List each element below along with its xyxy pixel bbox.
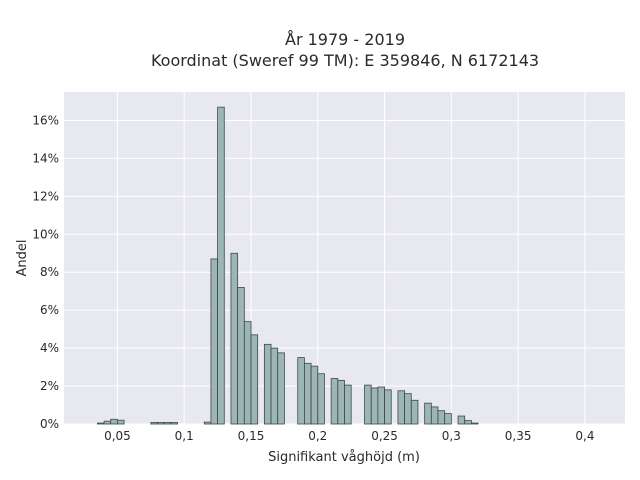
histogram-bar — [117, 419, 125, 425]
histogram-bar — [210, 258, 219, 425]
x-tick-label: 0,05 — [104, 429, 131, 443]
histogram-bar — [304, 362, 312, 425]
histogram-bar — [157, 422, 165, 425]
histogram-bar — [96, 422, 105, 425]
x-tick-label: 0,3 — [442, 429, 461, 443]
y-tick-label: 0% — [40, 417, 59, 431]
histogram-bar — [103, 420, 112, 425]
chart-title: År 1979 - 2019 — [285, 30, 405, 49]
histogram-bar — [337, 379, 345, 425]
histogram-bar — [370, 387, 379, 425]
histogram-bar — [230, 252, 239, 425]
y-tick-label: 16% — [32, 113, 59, 127]
x-tick-label: 0,4 — [575, 429, 594, 443]
histogram-bar — [263, 343, 272, 425]
histogram-bar — [464, 420, 472, 425]
histogram-bar — [243, 321, 252, 425]
histogram-bar — [344, 384, 352, 425]
histogram-bar — [404, 393, 412, 425]
histogram-bar — [250, 334, 259, 425]
grid-lines — [64, 92, 625, 425]
histogram-bar — [237, 287, 245, 425]
histogram-bar — [170, 422, 178, 425]
histogram-bar — [317, 373, 325, 425]
x-axis-label: Signifikant våghöjd (m) — [268, 450, 420, 465]
histogram-bar — [110, 418, 118, 425]
histogram-bar — [410, 399, 419, 425]
histogram-bar — [163, 422, 172, 425]
histogram-bar — [384, 389, 392, 425]
histogram-bar — [203, 421, 212, 425]
y-axis-label: Andel — [15, 240, 30, 277]
y-tick-label: 12% — [32, 189, 59, 203]
y-tick-label: 6% — [40, 303, 59, 317]
histogram-bar — [444, 413, 452, 425]
histogram-bar — [330, 378, 339, 425]
histogram-bar — [424, 402, 432, 425]
histogram-bar — [150, 422, 158, 425]
y-tick-label: 10% — [32, 227, 59, 241]
histogram-bar — [310, 365, 319, 425]
y-axis-ticks: 0% 2% 4% 6% 8% 10% 12% 14% 16% — [32, 113, 59, 431]
chart-subtitle: Koordinat (Sweref 99 TM): E 359846, N 61… — [151, 51, 539, 70]
histogram-bar — [364, 384, 372, 425]
y-tick-label: 2% — [40, 379, 59, 393]
histogram-bar — [217, 106, 225, 425]
plot-area — [64, 92, 625, 424]
x-tick-label: 0,2 — [308, 429, 327, 443]
histogram-bar — [437, 410, 446, 425]
histogram-bar — [297, 357, 305, 425]
histogram-bar — [397, 390, 406, 425]
histogram-bar — [377, 386, 385, 425]
y-tick-label: 14% — [32, 151, 59, 165]
histogram-bars — [96, 106, 479, 425]
x-axis-ticks: 0,05 0,1 0,15 0,2 0,25 0,3 0,35 0,4 — [104, 429, 594, 443]
x-tick-label: 0,35 — [505, 429, 532, 443]
x-tick-label: 0,15 — [238, 429, 265, 443]
histogram-bar — [270, 347, 279, 425]
histogram-bar — [430, 406, 439, 425]
y-tick-label: 8% — [40, 265, 59, 279]
x-tick-label: 0,1 — [175, 429, 194, 443]
x-tick-label: 0,25 — [371, 429, 398, 443]
histogram-bar — [277, 352, 285, 425]
histogram-bar — [470, 422, 479, 425]
histogram-bar — [457, 415, 466, 425]
y-tick-label: 4% — [40, 341, 59, 355]
